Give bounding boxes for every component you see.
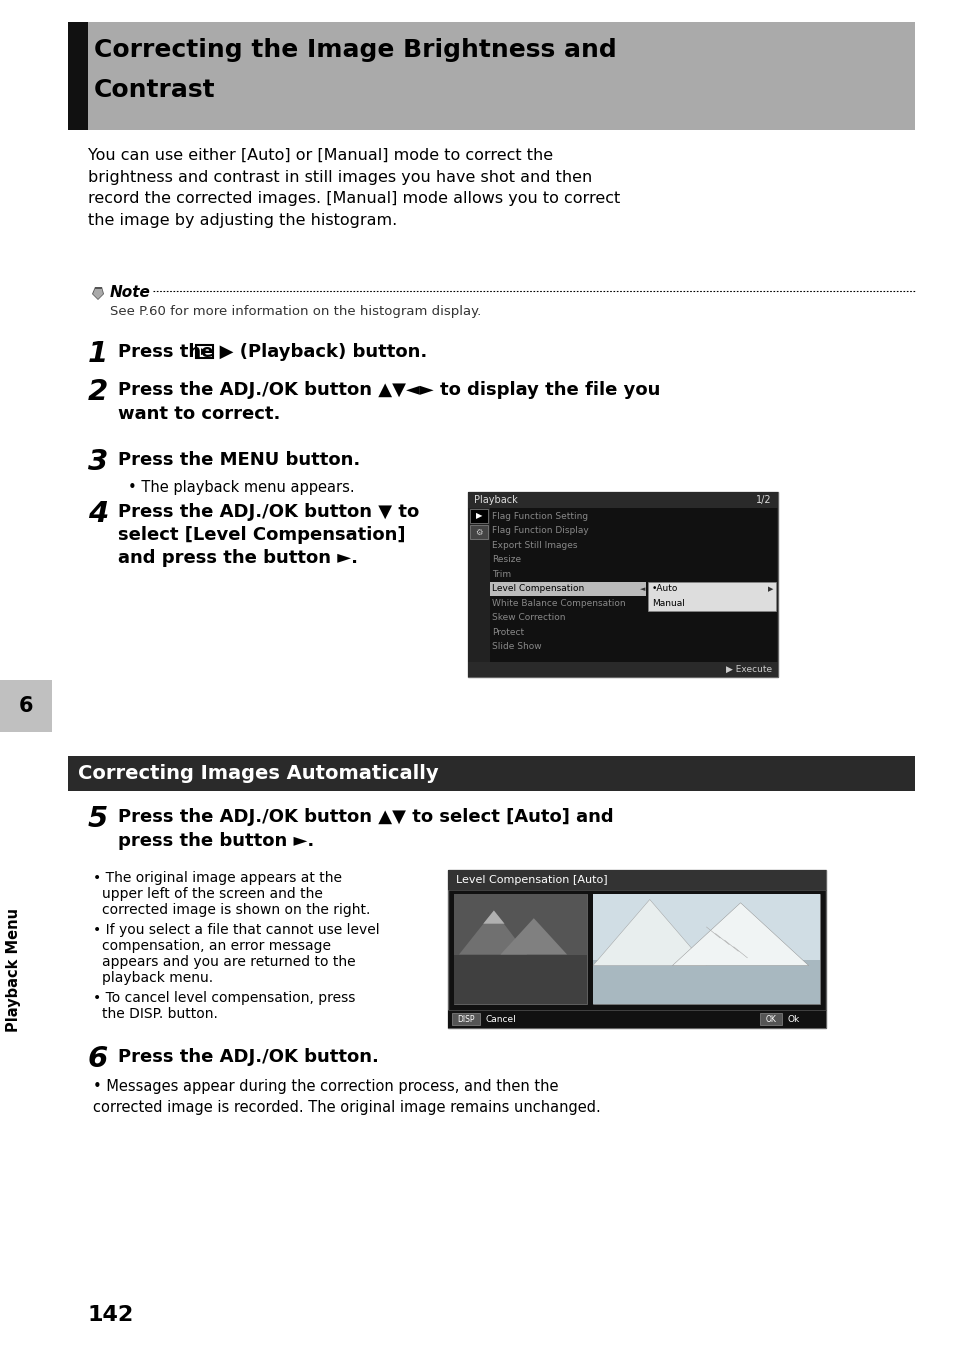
Text: playback menu.: playback menu. — [102, 971, 213, 985]
Bar — [448, 1010, 825, 1028]
Text: Manual: Manual — [651, 599, 684, 608]
Text: Level Compensation [Auto]: Level Compensation [Auto] — [456, 876, 607, 885]
Text: Ok: Ok — [787, 1014, 800, 1024]
Text: Press the ADJ./OK button ▲▼ to select [Auto] and
press the button ►.: Press the ADJ./OK button ▲▼ to select [A… — [118, 808, 613, 850]
Text: Press the ADJ./OK button ▼ to
select [Level Compensation]
and press the button ►: Press the ADJ./OK button ▼ to select [Le… — [118, 503, 418, 566]
Bar — [452, 1013, 479, 1025]
Text: Level Compensation: Level Compensation — [492, 584, 583, 593]
Bar — [760, 1013, 781, 1025]
Bar — [470, 525, 488, 539]
Bar — [454, 894, 586, 955]
Text: Correcting the Image Brightness and: Correcting the Image Brightness and — [94, 38, 616, 62]
Text: Correcting Images Automatically: Correcting Images Automatically — [78, 764, 438, 783]
Text: •Auto: •Auto — [651, 584, 678, 593]
Text: Cancel: Cancel — [485, 1014, 517, 1024]
Text: Press the MENU button.: Press the MENU button. — [118, 451, 360, 469]
Text: Press the ▶ (Playback) button.: Press the ▶ (Playback) button. — [118, 343, 427, 360]
Polygon shape — [458, 911, 527, 955]
Text: upper left of the screen and the: upper left of the screen and the — [102, 886, 322, 901]
Text: 1/2: 1/2 — [756, 495, 771, 504]
Text: 2: 2 — [88, 378, 108, 406]
Text: Playback Menu: Playback Menu — [7, 908, 22, 1032]
Text: Slide Show: Slide Show — [492, 643, 541, 651]
Bar — [68, 22, 88, 130]
Bar — [468, 492, 778, 508]
Text: White Balance Compensation: White Balance Compensation — [492, 599, 625, 608]
Text: ▶ Execute: ▶ Execute — [725, 664, 771, 674]
Text: 6: 6 — [88, 1045, 108, 1073]
Text: • Messages appear during the correction process, and then the
corrected image is: • Messages appear during the correction … — [92, 1079, 600, 1115]
Text: OK: OK — [764, 1014, 776, 1024]
Bar — [68, 756, 914, 791]
Bar — [468, 508, 490, 662]
Text: • The playback menu appears.: • The playback menu appears. — [128, 480, 355, 495]
Text: Flag Function Display: Flag Function Display — [492, 526, 588, 535]
Text: Press the ADJ./OK button ▲▼◄► to display the file you
want to correct.: Press the ADJ./OK button ▲▼◄► to display… — [118, 381, 659, 422]
Bar — [195, 346, 213, 358]
Text: 4: 4 — [88, 500, 108, 529]
Bar — [490, 581, 645, 596]
Bar — [468, 492, 778, 677]
Bar — [647, 581, 775, 611]
Text: ▶: ▶ — [767, 586, 772, 592]
Bar — [448, 870, 825, 890]
Text: Skew Correction: Skew Correction — [492, 613, 565, 623]
Text: Export Still Images: Export Still Images — [492, 541, 577, 550]
Text: Note: Note — [110, 285, 151, 300]
Text: Playback: Playback — [474, 495, 517, 504]
Bar — [593, 894, 820, 960]
Bar — [593, 894, 820, 1003]
Bar — [593, 960, 820, 1003]
Bar — [0, 681, 52, 732]
Text: ◄: ◄ — [639, 586, 644, 592]
Text: See P.60 for more information on the histogram display.: See P.60 for more information on the his… — [110, 305, 480, 317]
Polygon shape — [483, 911, 504, 924]
Polygon shape — [593, 900, 706, 966]
Bar — [68, 22, 914, 130]
Text: Contrast: Contrast — [94, 78, 215, 102]
Text: 142: 142 — [88, 1305, 134, 1325]
Text: • To cancel level compensation, press: • To cancel level compensation, press — [92, 991, 355, 1005]
Text: ▶: ▶ — [476, 511, 482, 521]
Text: • If you select a file that cannot use level: • If you select a file that cannot use l… — [92, 923, 379, 937]
Polygon shape — [91, 286, 104, 300]
Text: appears and you are returned to the: appears and you are returned to the — [102, 955, 355, 968]
Bar — [470, 508, 488, 523]
Polygon shape — [672, 902, 808, 966]
Text: DISP: DISP — [456, 1014, 475, 1024]
Text: Protect: Protect — [492, 628, 523, 636]
Text: Press the ADJ./OK button.: Press the ADJ./OK button. — [118, 1048, 378, 1067]
Bar — [454, 894, 586, 1003]
Text: Flag Function Setting: Flag Function Setting — [492, 511, 587, 521]
Text: Resize: Resize — [492, 555, 520, 565]
Text: 5: 5 — [88, 806, 108, 833]
Text: 6: 6 — [19, 695, 33, 716]
Text: You can use either [Auto] or [Manual] mode to correct the
brightness and contras: You can use either [Auto] or [Manual] mo… — [88, 148, 619, 227]
Text: Trim: Trim — [492, 570, 511, 578]
Text: corrected image is shown on the right.: corrected image is shown on the right. — [102, 902, 370, 917]
Text: 3: 3 — [88, 448, 108, 476]
Bar — [448, 870, 825, 1028]
Text: 1: 1 — [88, 340, 108, 369]
Bar — [454, 955, 586, 1003]
Polygon shape — [500, 919, 566, 955]
Bar — [468, 662, 778, 677]
Text: ▶: ▶ — [201, 347, 208, 356]
Polygon shape — [92, 289, 103, 299]
Text: the DISP. button.: the DISP. button. — [102, 1007, 217, 1021]
Text: ⚙: ⚙ — [475, 527, 482, 537]
Text: compensation, an error message: compensation, an error message — [102, 939, 331, 954]
Text: • The original image appears at the: • The original image appears at the — [92, 872, 341, 885]
